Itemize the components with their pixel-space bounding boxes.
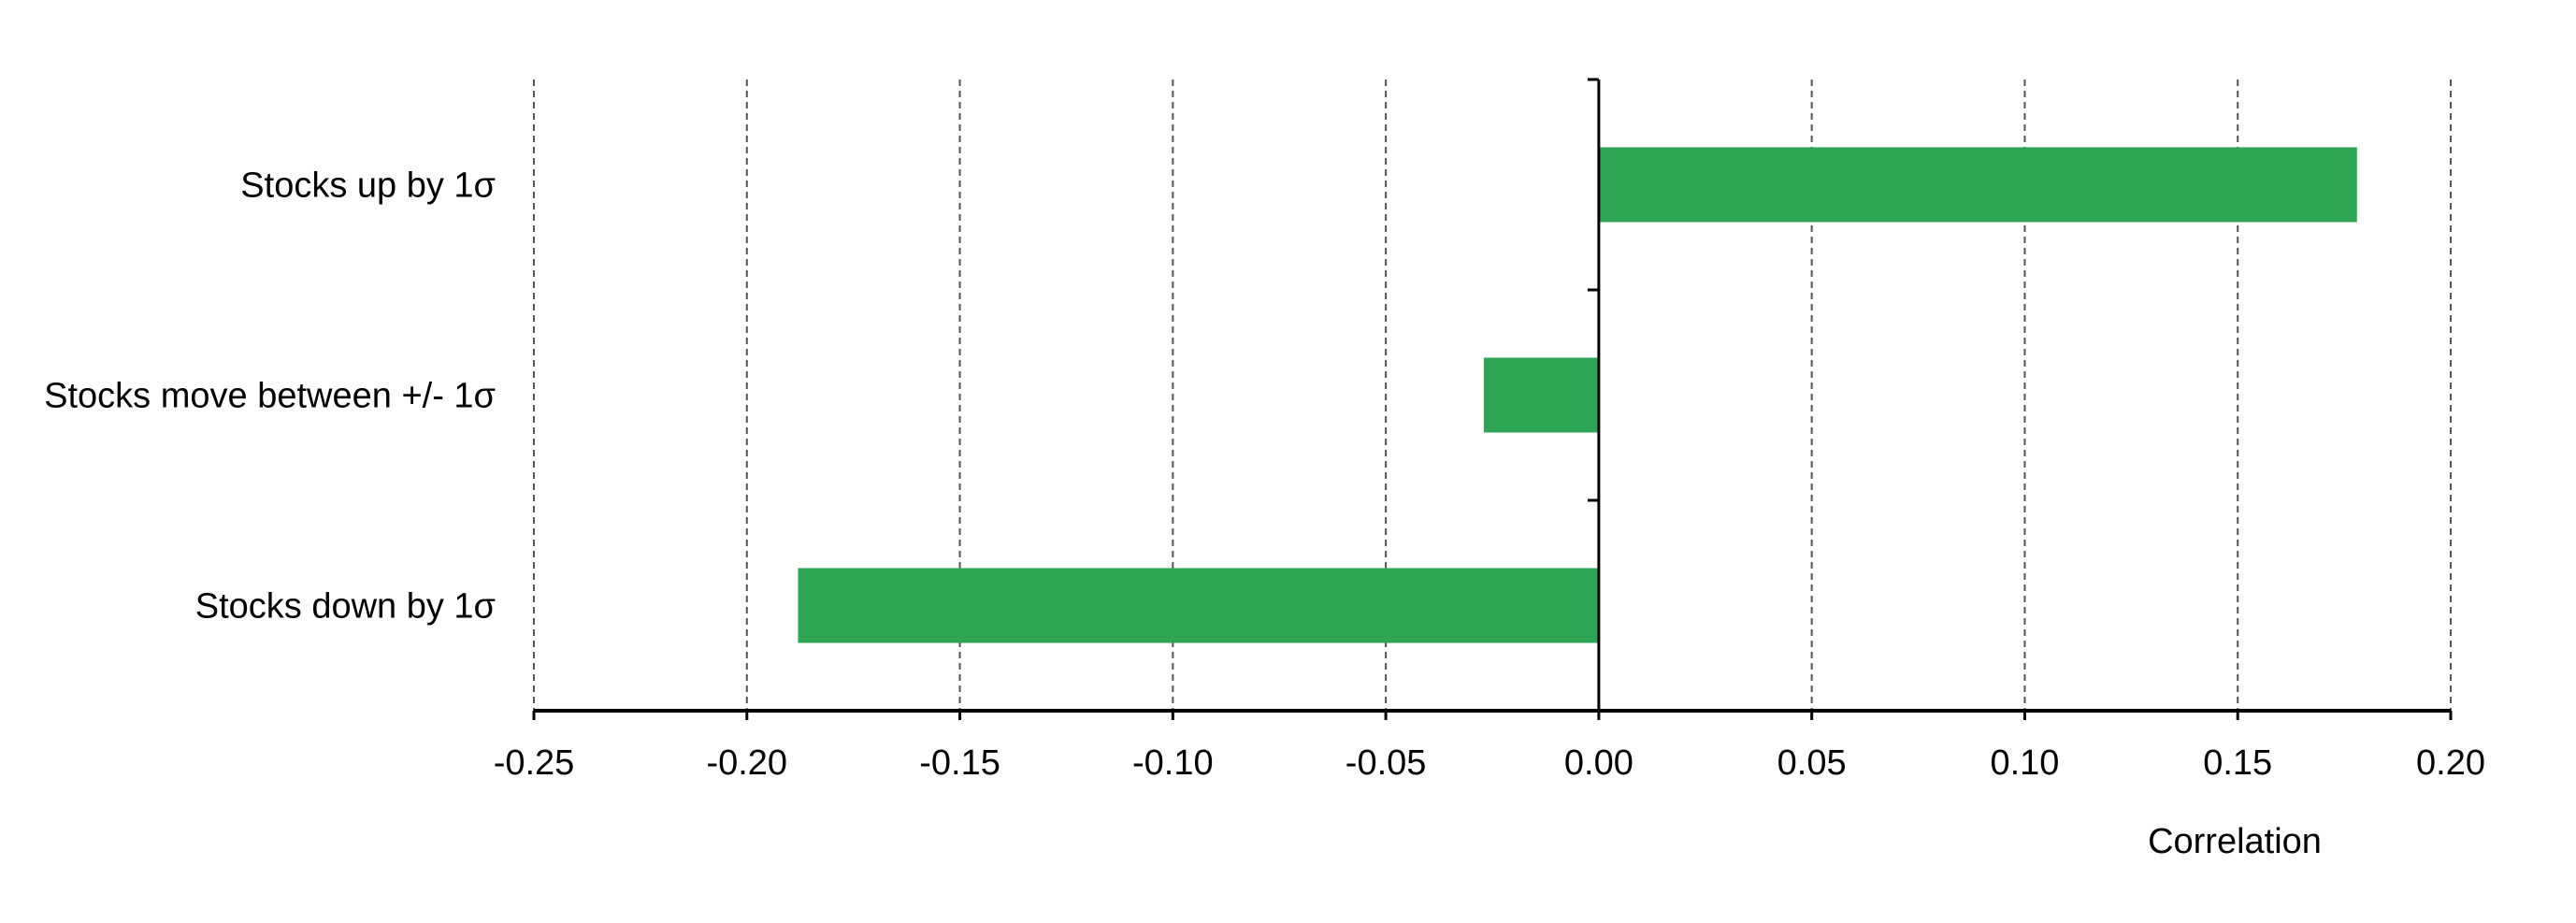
category-label: Stocks move between +/- 1σ [44, 377, 496, 416]
x-tick-label: -0.05 [1346, 743, 1427, 783]
x-tick-label: -0.15 [919, 743, 1000, 783]
x-tick-label: 0.15 [2203, 743, 2272, 783]
x-tick-label: 0.00 [1564, 743, 1633, 783]
bar [1598, 147, 2357, 223]
x-tick-label: 0.05 [1777, 743, 1847, 783]
x-tick-label: -0.20 [706, 743, 787, 783]
x-tick-label: 0.10 [1990, 743, 2059, 783]
bar [798, 568, 1599, 643]
labels: -0.25 -0.20 -0.15 -0.10 -0.05 0.00 0.05 0.10 0.1… [44, 166, 2485, 784]
x-axis-title: Correlation [2148, 822, 2322, 861]
bars [798, 147, 2357, 643]
category-label: Stocks up by 1σ [240, 166, 496, 206]
axes [532, 78, 2453, 720]
bar [1483, 357, 1599, 433]
x-tick-label: -0.10 [1132, 743, 1214, 783]
category-label: Stocks down by 1σ [195, 587, 496, 627]
x-tick-label: 0.20 [2416, 743, 2485, 783]
x-tick-label: -0.25 [494, 743, 575, 783]
